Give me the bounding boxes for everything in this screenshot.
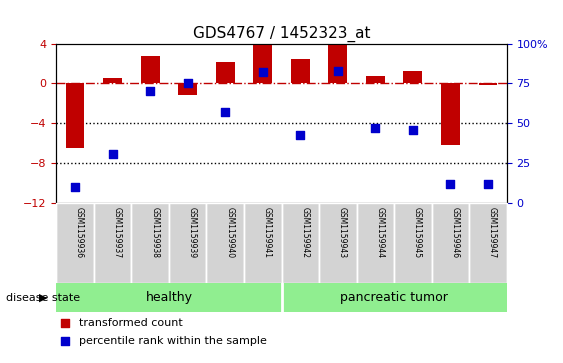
Text: GSM1159943: GSM1159943 [338, 207, 347, 258]
Text: GSM1159938: GSM1159938 [150, 207, 159, 258]
Point [408, 127, 417, 133]
Bar [66, 83, 84, 148]
FancyBboxPatch shape [282, 283, 507, 312]
FancyBboxPatch shape [394, 203, 432, 283]
Text: GSM1159947: GSM1159947 [488, 207, 497, 258]
Bar [328, 45, 347, 83]
Point [296, 132, 305, 138]
Bar [479, 83, 497, 85]
FancyBboxPatch shape [56, 283, 282, 312]
FancyBboxPatch shape [94, 203, 131, 283]
Text: GSM1159937: GSM1159937 [113, 207, 122, 258]
Text: GSM1159945: GSM1159945 [413, 207, 422, 258]
Bar [141, 56, 159, 83]
Text: GSM1159941: GSM1159941 [263, 207, 272, 258]
FancyBboxPatch shape [56, 203, 94, 283]
Point [221, 109, 230, 115]
Bar [178, 83, 197, 95]
FancyBboxPatch shape [469, 203, 507, 283]
FancyBboxPatch shape [432, 203, 469, 283]
Bar [216, 61, 235, 83]
Bar [253, 44, 272, 83]
Bar [366, 76, 385, 83]
Text: GSM1159939: GSM1159939 [187, 207, 196, 258]
Bar [103, 77, 122, 83]
Point [371, 125, 380, 131]
Bar [404, 70, 422, 83]
Point [108, 151, 117, 157]
Text: disease state: disease state [6, 293, 80, 303]
Point [446, 181, 455, 187]
Point [70, 184, 79, 190]
Text: GSM1159936: GSM1159936 [75, 207, 84, 258]
Point [333, 68, 342, 74]
Point [359, 97, 368, 102]
Title: GDS4767 / 1452323_at: GDS4767 / 1452323_at [193, 26, 370, 42]
Text: transformed count: transformed count [79, 318, 182, 328]
Point [183, 81, 192, 86]
Text: healthy: healthy [145, 291, 193, 304]
Bar [441, 83, 460, 145]
FancyBboxPatch shape [207, 203, 244, 283]
Text: GSM1159946: GSM1159946 [450, 207, 459, 258]
FancyBboxPatch shape [319, 203, 356, 283]
Text: pancreatic tumor: pancreatic tumor [340, 291, 448, 304]
Text: GSM1159940: GSM1159940 [225, 207, 234, 258]
Text: ▶: ▶ [39, 293, 48, 303]
Point [484, 181, 493, 187]
FancyBboxPatch shape [244, 203, 282, 283]
Point [359, 261, 368, 267]
FancyBboxPatch shape [282, 203, 319, 283]
FancyBboxPatch shape [169, 203, 207, 283]
Text: percentile rank within the sample: percentile rank within the sample [79, 336, 267, 346]
Bar [291, 58, 310, 83]
FancyBboxPatch shape [131, 203, 169, 283]
Text: GSM1159942: GSM1159942 [300, 207, 309, 258]
Point [258, 69, 267, 75]
FancyBboxPatch shape [356, 203, 394, 283]
Text: GSM1159944: GSM1159944 [376, 207, 385, 258]
Point [146, 89, 155, 94]
